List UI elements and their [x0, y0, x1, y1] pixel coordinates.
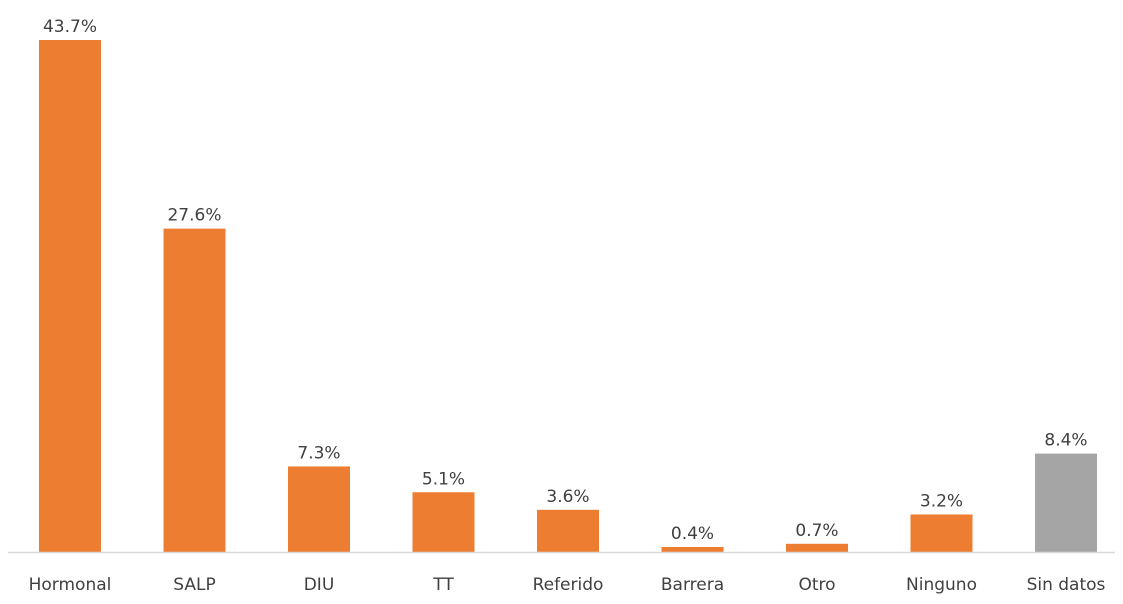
data-label: 8.4% [1044, 431, 1087, 451]
x-tick-labels-layer: Hormonal SALP DIU TT Referido Barrera Otro Ning… [29, 575, 1106, 595]
bar-referido [537, 509, 599, 552]
bar-diu [288, 466, 350, 552]
data-label: 27.6% [167, 206, 221, 226]
x-tick-label: TT [432, 575, 454, 595]
x-tick-label: DIU [304, 575, 335, 595]
bar-barrera [661, 547, 724, 552]
data-label: 3.6% [546, 487, 589, 507]
x-tick-label: Otro [798, 575, 835, 595]
x-tick-label: Hormonal [29, 575, 112, 595]
data-label: 5.1% [422, 469, 465, 489]
data-label: 0.7% [795, 521, 838, 541]
x-tick-label: SALP [173, 575, 215, 595]
bars-layer [39, 40, 1097, 552]
bar-ninguno [910, 514, 973, 552]
x-tick-label: Referido [533, 575, 604, 595]
data-labels-layer: 43.7% 27.6% 7.3% 5.1% 3.6% 0.4% 0.7% 3.2% 8.4% [43, 17, 1088, 544]
x-tick-label: Barrera [661, 575, 724, 595]
bar-otro [786, 543, 848, 552]
bar-salp [163, 228, 226, 552]
bar-hormonal [39, 40, 101, 552]
data-label: 7.3% [297, 443, 340, 463]
data-label: 43.7% [43, 17, 97, 37]
bar-tt [412, 492, 475, 552]
x-tick-label: Ninguno [906, 575, 977, 595]
bar-sin-datos [1035, 453, 1097, 552]
data-label: 0.4% [671, 524, 714, 544]
x-tick-label: Sin datos [1027, 575, 1106, 595]
data-label: 3.2% [920, 492, 963, 512]
